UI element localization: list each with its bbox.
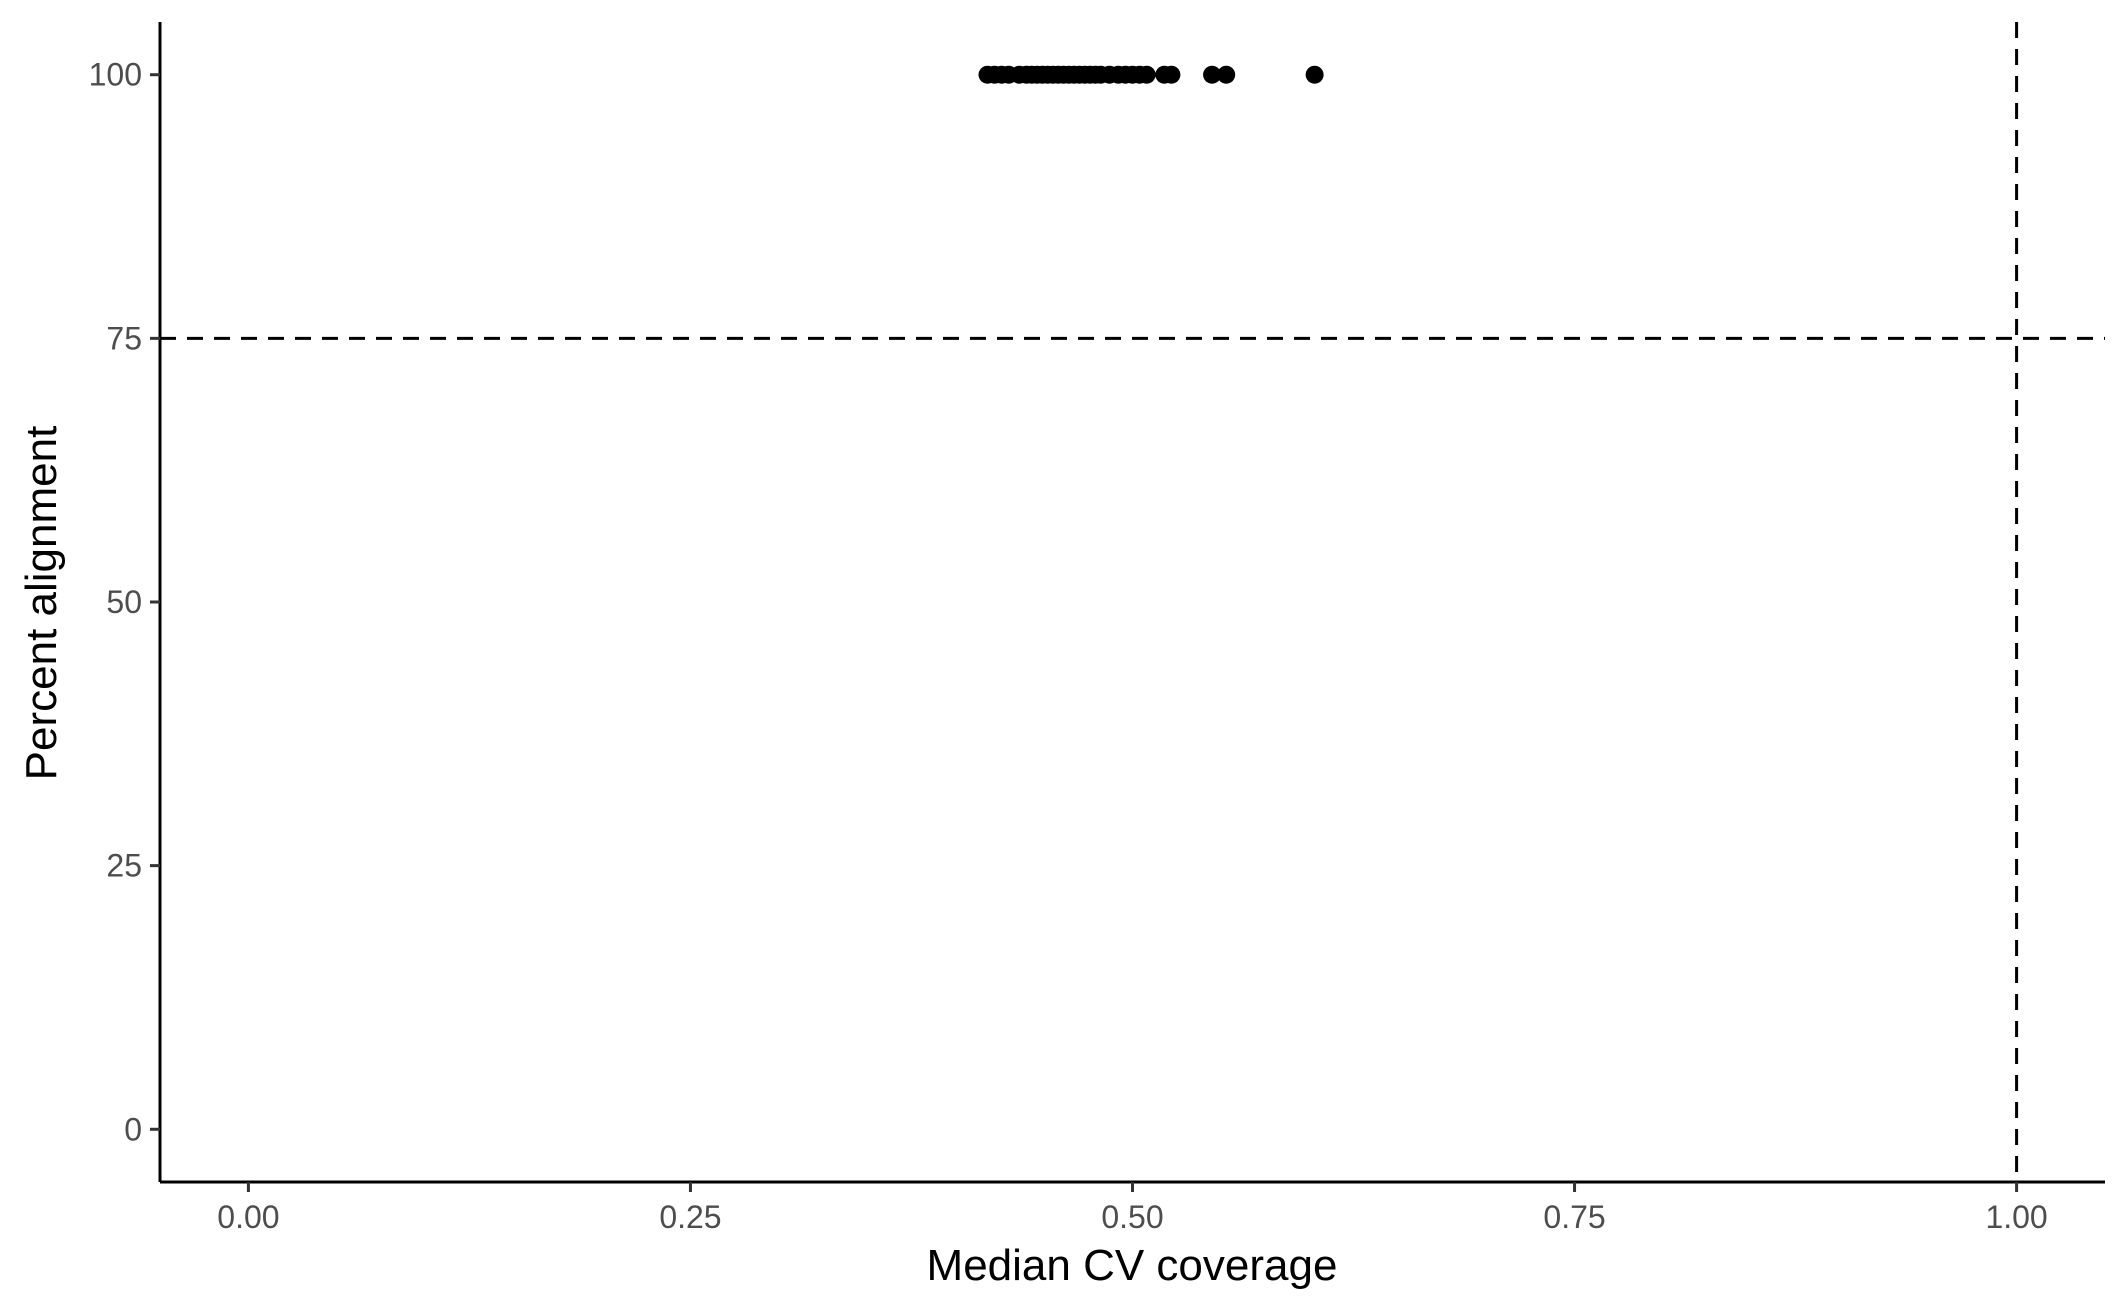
x-axis-title: Median CV coverage [927,1241,1338,1290]
data-point [1217,65,1236,84]
y-ticks: 0 25 50 75 100 [89,57,160,1147]
y-tick-label: 0 [124,1111,142,1147]
x-tick-label: 1.00 [1985,1199,2047,1235]
y-tick-label: 50 [106,584,142,620]
x-tick-label: 0.00 [217,1199,279,1235]
data-point [1162,65,1181,84]
x-ticks: 0.00 0.25 0.50 0.75 1.00 [217,1182,2048,1235]
data-point [1137,65,1156,84]
data-points [978,65,1324,84]
y-tick-label: 25 [106,848,142,884]
y-tick-label: 100 [89,57,142,93]
y-tick-label: 75 [106,320,142,356]
x-tick-label: 0.75 [1543,1199,1605,1235]
x-tick-label: 0.25 [659,1199,721,1235]
x-tick-label: 0.50 [1101,1199,1163,1235]
axes [158,22,2105,1184]
data-point [1305,65,1324,84]
y-axis-title: Percent alignment [17,426,66,781]
data-point [1203,65,1222,84]
reference-lines [160,22,2105,1182]
